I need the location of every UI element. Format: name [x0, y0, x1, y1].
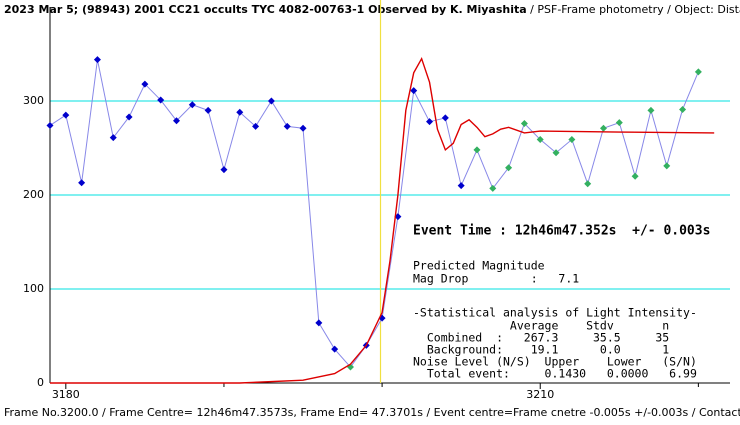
- subtitle: / PSF-Frame photometry / Object: Dista: [527, 3, 740, 16]
- data-point: [252, 122, 260, 130]
- data-point: [694, 68, 702, 76]
- data-point: [220, 166, 228, 174]
- title: 2023 Mar 5; (98943) 2001 CC21 occults TY…: [4, 3, 527, 16]
- data-point: [46, 121, 54, 129]
- data-point: [125, 113, 133, 121]
- data-point: [157, 96, 165, 104]
- annotation: Predicted Magnitude: [413, 259, 545, 273]
- footer: Frame No.3200.0 / Frame Centre= 12h46m47…: [4, 406, 740, 419]
- data-point: [62, 111, 70, 119]
- data-point: [584, 180, 592, 188]
- y-tick-label: 0: [37, 376, 44, 389]
- data-point: [188, 101, 196, 109]
- annotation: Average Stdv n: [413, 319, 669, 333]
- data-point: [426, 118, 434, 126]
- data-point: [599, 124, 607, 132]
- data-point: [315, 319, 323, 327]
- data-point: [441, 114, 449, 122]
- data-point: [410, 87, 418, 95]
- x-tick-label: 3180: [52, 388, 80, 401]
- data-point: [679, 105, 687, 113]
- annotation: Event Time : 12h46m47.352s +/- 0.003s: [413, 224, 710, 239]
- data-point: [615, 119, 623, 127]
- data-point: [631, 172, 639, 180]
- x-tick-label: 3210: [526, 388, 554, 401]
- data-point: [141, 80, 149, 88]
- data-point: [78, 179, 86, 187]
- data-point: [283, 122, 291, 130]
- data-point: [568, 136, 576, 144]
- data-point: [109, 134, 117, 142]
- data-point: [505, 164, 513, 172]
- chart-title: 2023 Mar 5; (98943) 2001 CC21 occults TY…: [4, 3, 740, 16]
- data-point: [489, 184, 497, 192]
- annotation: -Statistical analysis of Light Intensity…: [413, 306, 697, 320]
- data-point: [204, 106, 212, 114]
- data-point: [552, 149, 560, 157]
- series-line: [50, 56, 715, 384]
- data-point: [331, 345, 339, 353]
- annotation: Combined : 267.3 35.5 35: [413, 331, 669, 345]
- data-point: [663, 162, 671, 170]
- data-point: [267, 97, 275, 105]
- data-point: [457, 182, 465, 190]
- data-point: [173, 117, 181, 125]
- y-tick-label: 100: [23, 282, 44, 295]
- annotation: Mag Drop : 7.1: [413, 272, 579, 286]
- data-point: [93, 56, 101, 64]
- y-tick-label: 300: [23, 94, 44, 107]
- data-point: [299, 124, 307, 132]
- annotation: Noise Level (N/S) Upper Lower (S/N): [413, 355, 697, 369]
- data-point: [236, 108, 244, 116]
- y-tick-label: 200: [23, 188, 44, 201]
- annotation: Background: 19.1 0.0 1: [413, 343, 669, 357]
- data-point: [520, 120, 528, 128]
- data-point: [473, 146, 481, 154]
- data-point: [536, 136, 544, 144]
- series-line: [49, 59, 699, 368]
- data-point: [647, 106, 655, 114]
- annotation: Total event: 0.1430 0.0000 6.99: [413, 367, 697, 381]
